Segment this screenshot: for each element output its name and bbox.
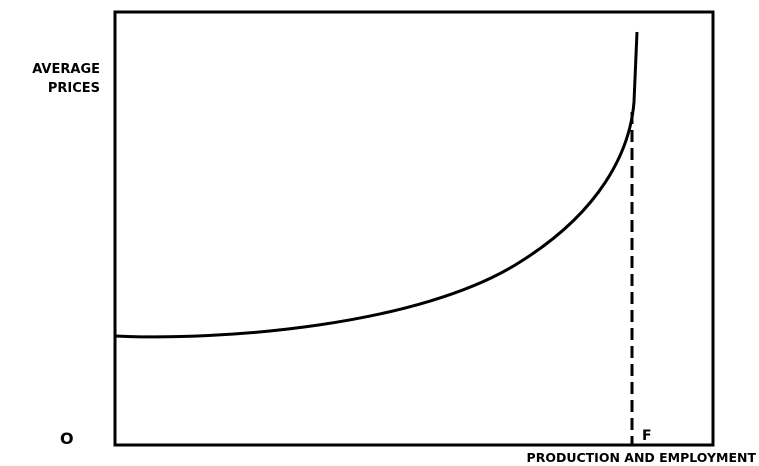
x-axis-label: PRODUCTION AND EMPLOYMENT [527,450,757,465]
origin-label: O [60,429,74,448]
y-axis-label: AVERAGE [32,62,100,77]
y-axis-label: PRICES [48,81,100,96]
price-curve [114,31,639,339]
frame [113,10,715,447]
point-label: F [642,428,652,444]
